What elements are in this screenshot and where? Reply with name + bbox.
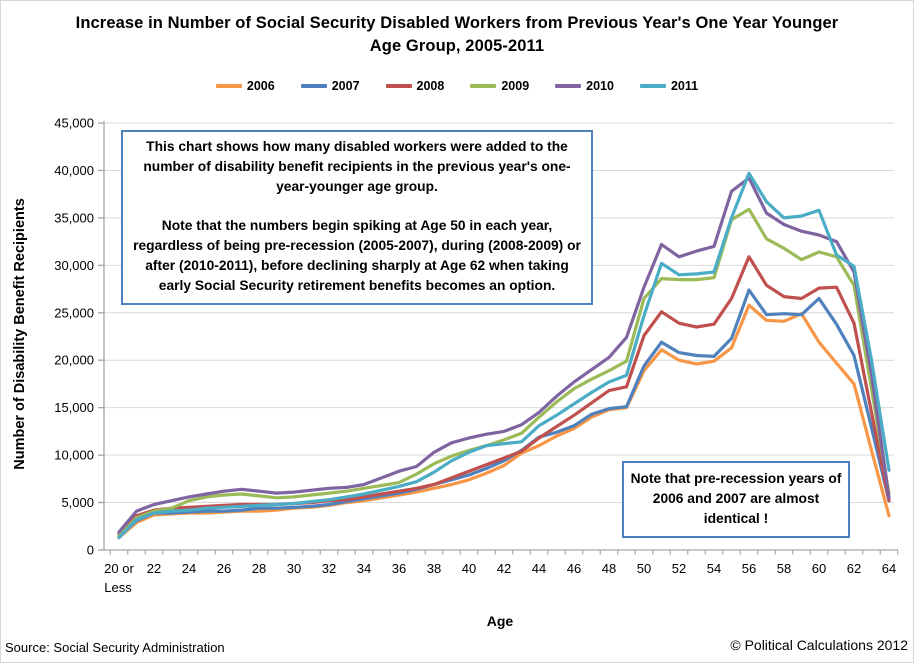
x-axis-title: Age bbox=[486, 613, 514, 629]
y-axis-tick-label: 10,000 bbox=[54, 448, 94, 463]
y-axis-tick-label: 45,000 bbox=[54, 116, 94, 131]
x-axis-tick-label: Less bbox=[104, 580, 132, 595]
y-axis-tick-label: 15,000 bbox=[54, 400, 94, 415]
x-axis-tick-label: 42 bbox=[497, 561, 511, 576]
legend-item-2010: 2010 bbox=[555, 79, 614, 93]
legend-item-2009: 2009 bbox=[470, 79, 529, 93]
x-axis-tick-label: 26 bbox=[217, 561, 231, 576]
x-axis-tick-label: 24 bbox=[182, 561, 196, 576]
y-axis-tick-label: 0 bbox=[87, 543, 94, 558]
x-axis-tick-label: 56 bbox=[742, 561, 756, 576]
x-axis-tick-label: 30 bbox=[287, 561, 301, 576]
x-axis-tick-label: 34 bbox=[357, 561, 371, 576]
annotation-box-prerecession: Note that pre-recession years of 2006 an… bbox=[622, 461, 850, 538]
series-line-2010 bbox=[117, 176, 891, 534]
series-line-2009 bbox=[117, 207, 891, 538]
x-axis-tick-label: 44 bbox=[532, 561, 546, 576]
x-axis-tick-label: 58 bbox=[777, 561, 791, 576]
y-axis-tick-label: 35,000 bbox=[54, 210, 94, 225]
legend-label: 2006 bbox=[246, 79, 275, 93]
legend-item-2011: 2011 bbox=[639, 79, 699, 93]
annotation-paragraph-1: This chart shows how many disabled worke… bbox=[143, 139, 571, 194]
legend-swatch-2010 bbox=[555, 84, 582, 88]
x-axis-tick-label: 40 bbox=[462, 561, 476, 576]
series-line-2007 bbox=[117, 288, 891, 539]
x-axis-tick-label: 64 bbox=[882, 561, 896, 576]
x-axis-tick-label: 22 bbox=[147, 561, 161, 576]
copyright-note: © Political Calculations 2012 bbox=[730, 637, 908, 653]
source-note: Source: Social Security Administration bbox=[5, 640, 225, 655]
x-axis-tick-label: 54 bbox=[707, 561, 721, 576]
y-axis-tick-label: 5,000 bbox=[61, 495, 94, 510]
y-axis-tick-label: 20,000 bbox=[54, 353, 94, 368]
x-axis-tick-label: 46 bbox=[567, 561, 581, 576]
legend-item-2007: 2007 bbox=[300, 79, 360, 93]
annotation-box-explanation: This chart shows how many disabled worke… bbox=[121, 130, 593, 305]
y-axis-tick-label: 30,000 bbox=[54, 258, 94, 273]
legend-label: 2010 bbox=[586, 79, 614, 93]
legend-label: 2011 bbox=[670, 79, 699, 93]
x-axis-tick-label: 32 bbox=[322, 561, 336, 576]
legend-swatch-2008 bbox=[385, 84, 412, 88]
legend-swatch-2011 bbox=[639, 84, 666, 88]
x-axis-tick-label: 36 bbox=[392, 561, 406, 576]
legend-label: 2008 bbox=[416, 79, 445, 93]
legend-swatch-2006 bbox=[215, 84, 242, 88]
legend-swatch-2007 bbox=[300, 84, 327, 88]
x-axis-tick-label: 48 bbox=[602, 561, 616, 576]
legend: 2006 2007 2008 2009 2010 2011 bbox=[1, 79, 913, 93]
legend-item-2006: 2006 bbox=[215, 79, 275, 93]
y-axis-tick-label: 40,000 bbox=[54, 163, 94, 178]
x-axis-tick-label: 50 bbox=[637, 561, 651, 576]
x-axis-tick-label: 28 bbox=[252, 561, 266, 576]
chart-title: Increase in Number of Social Security Di… bbox=[75, 14, 839, 55]
legend-label: 2007 bbox=[331, 79, 360, 93]
legend-swatch-2009 bbox=[470, 84, 497, 88]
series-line-2006 bbox=[117, 303, 891, 540]
series-line-2011 bbox=[117, 171, 891, 540]
legend-item-2008: 2008 bbox=[385, 79, 445, 93]
y-axis-title: Number of Disability Benefit Recipients bbox=[12, 198, 28, 470]
legend-label: 2009 bbox=[501, 79, 530, 93]
y-axis-tick-label: 25,000 bbox=[54, 305, 94, 320]
x-axis-tick-label: 62 bbox=[847, 561, 861, 576]
x-axis-tick-label: 52 bbox=[672, 561, 686, 576]
x-axis-tick-label: 38 bbox=[427, 561, 441, 576]
annotation-paragraph-2: Note that the numbers begin spiking at A… bbox=[133, 218, 581, 293]
x-axis-tick-label: 60 bbox=[812, 561, 826, 576]
x-axis-tick-label: 20 or bbox=[104, 561, 134, 576]
